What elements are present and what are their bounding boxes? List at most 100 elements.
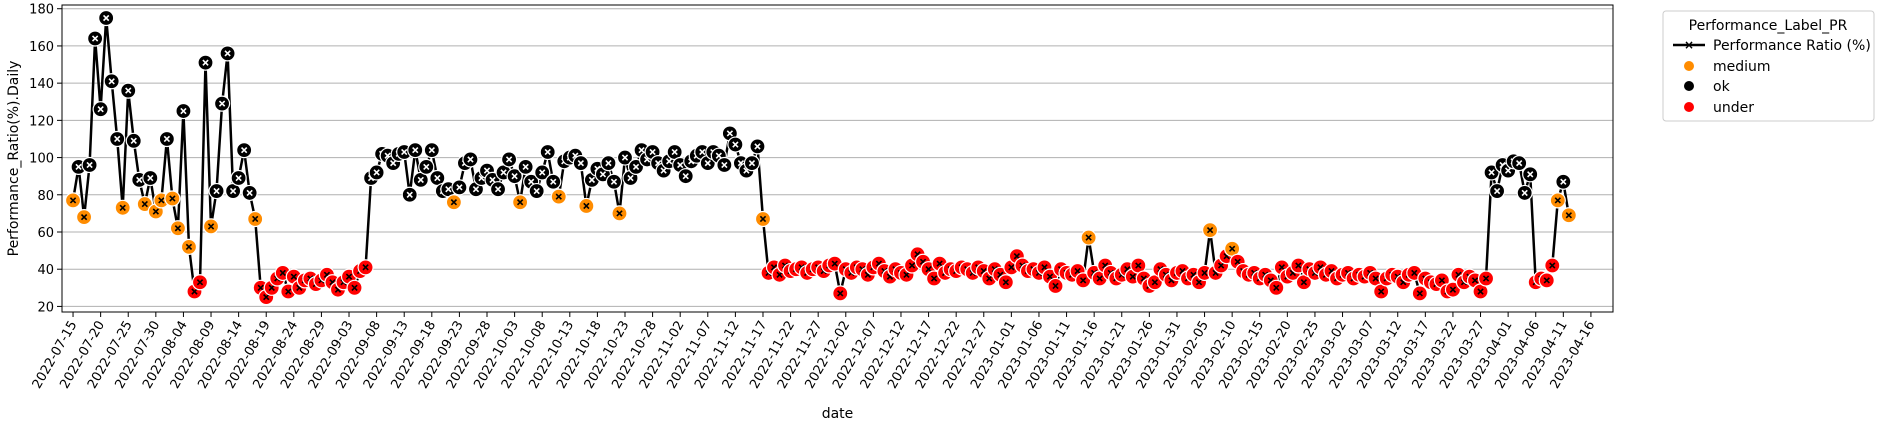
data-point [600, 155, 617, 172]
point-cross-marker [147, 174, 154, 182]
point-cross-marker [1195, 279, 1203, 286]
data-point [506, 168, 523, 185]
data-point [545, 173, 562, 190]
point-cross-marker [1206, 226, 1214, 234]
data-point [202, 218, 220, 235]
point-cross-marker [1008, 264, 1015, 271]
grid-lines [62, 8, 1613, 307]
point-cross-marker [213, 187, 220, 195]
data-point [175, 102, 192, 120]
point-cross-marker [494, 186, 502, 193]
point-cross-marker [257, 284, 264, 291]
data-point [517, 158, 534, 175]
point-cross-marker [450, 199, 458, 206]
point-cross-marker [1471, 277, 1479, 284]
point-cross-marker [114, 135, 121, 143]
data-point [462, 151, 479, 168]
data-point [164, 190, 181, 207]
point-cross-marker [1074, 267, 1081, 275]
point-cross-marker [550, 178, 557, 185]
point-cross-marker [599, 171, 607, 178]
data-point [534, 164, 551, 181]
point-cross-marker [373, 169, 380, 176]
y-tick-label: 60 [37, 226, 54, 241]
data-point [1411, 285, 1428, 302]
point-cross-marker [141, 200, 148, 208]
data-point [87, 30, 104, 47]
point-cross-marker [759, 215, 767, 223]
data-point [627, 158, 645, 175]
point-cross-marker [152, 208, 159, 215]
point-cross-marker [1521, 189, 1528, 197]
point-cross-marker [533, 187, 540, 195]
point-cross-marker [1135, 262, 1142, 269]
y-tick-label: 180 [29, 3, 54, 18]
point-cross-marker [1416, 290, 1423, 297]
data-point [136, 195, 153, 213]
point-cross-marker [527, 178, 535, 185]
point-cross-marker [412, 146, 419, 154]
point-cross-marker [671, 148, 678, 156]
point-cross-marker [1527, 171, 1534, 178]
point-cross-marker [158, 197, 165, 204]
point-cross-marker [483, 167, 491, 174]
point-cross-marker [1411, 269, 1418, 277]
data-point [677, 168, 694, 185]
data-point [1522, 166, 1539, 183]
legend-title: Performance_Label_PR [1689, 18, 1848, 34]
plot-frame [61, 4, 1614, 313]
y-tick-label: 100 [29, 152, 54, 167]
data-point [1516, 184, 1533, 202]
data-point [605, 173, 623, 190]
point-cross-marker [1543, 277, 1550, 284]
y-tick-label: 40 [37, 263, 54, 278]
point-cross-marker [235, 174, 242, 182]
data-point [512, 194, 529, 211]
data-point [1477, 270, 1495, 287]
point-cross-marker [1151, 279, 1159, 286]
data-point [191, 274, 209, 291]
data-point [230, 169, 247, 187]
y-axis: 20 40 60 80 100 120 140 160 180 [29, 3, 62, 315]
point-cross-marker [174, 225, 182, 232]
point-cross-marker [1449, 286, 1457, 293]
point-cross-marker [467, 156, 474, 163]
data-point [109, 130, 126, 148]
point-cross-marker [1096, 275, 1103, 282]
point-cross-marker [445, 186, 452, 193]
point-cross-marker [721, 161, 728, 169]
point-cross-marker [169, 195, 176, 202]
markers-layer [64, 9, 1577, 306]
data-point [236, 142, 253, 159]
point-cross-marker [732, 141, 739, 148]
point-cross-marker [1493, 187, 1501, 195]
data-point [158, 130, 175, 148]
data-point [125, 132, 142, 149]
point-cross-marker [125, 87, 132, 94]
data-point [1488, 182, 1506, 200]
point-cross-marker [1079, 277, 1087, 284]
point-cross-marker [1278, 264, 1285, 271]
data-point [997, 274, 1014, 291]
point-cross-marker [555, 193, 562, 200]
point-cross-marker [75, 163, 82, 171]
point-cross-marker [102, 14, 110, 22]
point-cross-marker [390, 159, 397, 167]
point-cross-marker [638, 146, 645, 154]
point-cross-marker [489, 176, 496, 184]
point-cross-marker [1217, 262, 1225, 269]
point-cross-marker [246, 189, 253, 197]
point-cross-marker [522, 163, 529, 171]
data-point [727, 136, 744, 153]
data-point [1472, 283, 1489, 300]
legend-entry-ok: ok [1684, 79, 1731, 95]
point-cross-marker [456, 184, 463, 191]
point-cross-marker [1554, 197, 1561, 204]
data-point [1075, 272, 1092, 289]
y-axis-label: Performance_Ratio(%).Daily [6, 61, 22, 257]
data-point [1538, 272, 1555, 289]
data-point [716, 156, 733, 174]
point-cross-marker [1052, 282, 1059, 290]
point-cross-marker [677, 161, 684, 169]
point-cross-marker [715, 152, 722, 159]
